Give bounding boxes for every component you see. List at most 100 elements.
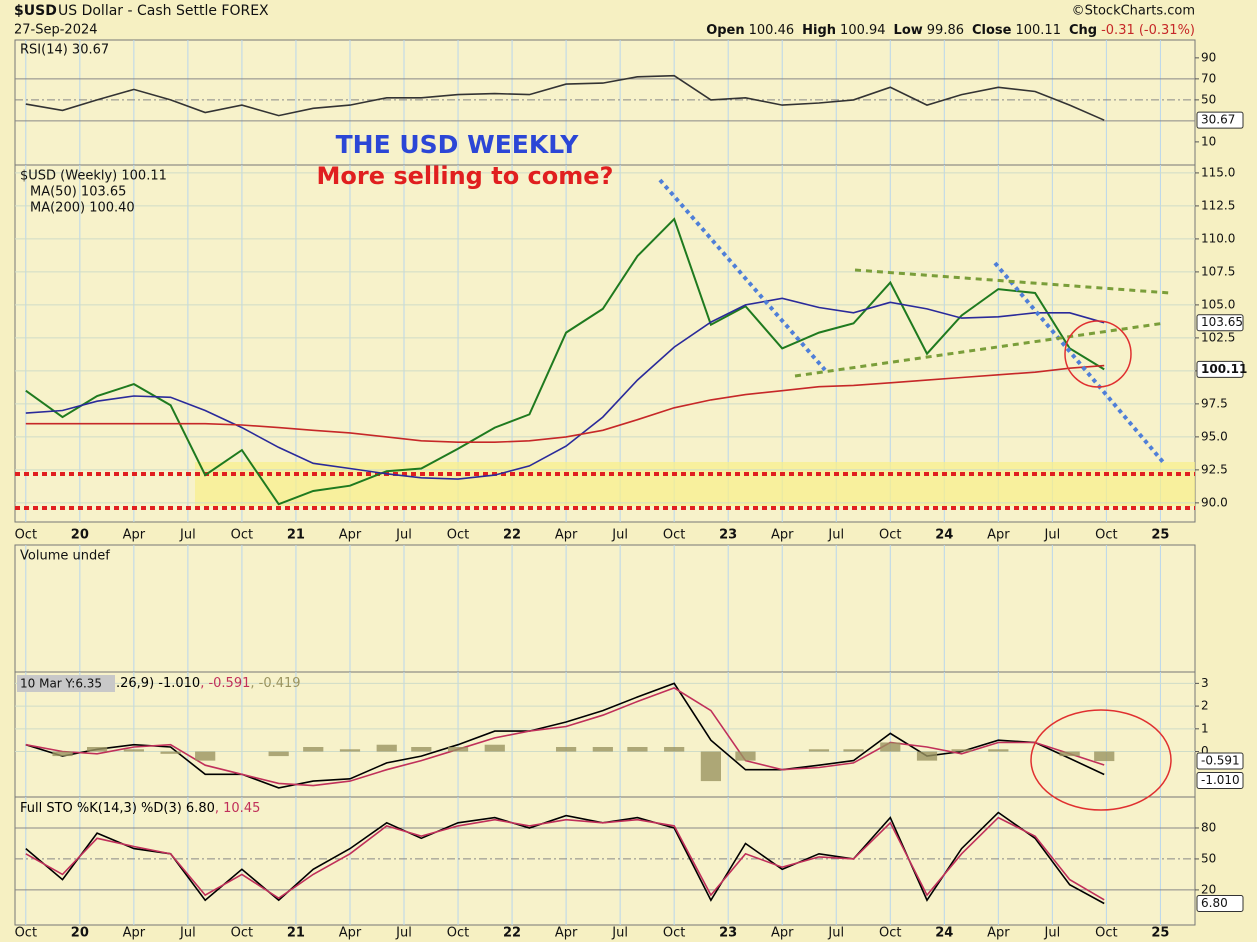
legend-part: Full STO %K(14,3) %D(3) 6.80 xyxy=(20,801,215,816)
x-tick-label: Apr xyxy=(339,926,362,941)
value-tag-box xyxy=(1196,752,1244,770)
tooltip-box xyxy=(17,675,115,692)
x-tick-label: Apr xyxy=(987,926,1010,941)
x-tick-label: 24 xyxy=(935,528,953,543)
legend-entry: MA(50) 103.65 xyxy=(30,185,126,200)
channel-line xyxy=(794,321,1166,378)
y-tick-label: 90 xyxy=(1201,50,1216,64)
series-line xyxy=(25,364,1105,443)
quote-value: -0.31 (-0.31%) xyxy=(1101,23,1195,38)
histogram-bar xyxy=(195,751,216,761)
x-tick-label: Jul xyxy=(179,926,196,941)
histogram-bar xyxy=(268,751,289,757)
date: 27-Sep-2024 xyxy=(14,23,98,38)
x-tick-label: Apr xyxy=(771,926,794,941)
quote-label: Open xyxy=(706,23,744,38)
series-line xyxy=(25,74,1105,121)
legend-entry: RSI(14) 30.67 xyxy=(20,43,109,58)
histogram-bar xyxy=(880,742,901,752)
symbol: $USD xyxy=(14,3,57,19)
x-tick-label: 24 xyxy=(935,926,953,941)
y-tick-label: 50 xyxy=(1201,851,1216,865)
x-tick-label: 23 xyxy=(719,926,737,941)
histogram-bar xyxy=(447,747,469,752)
x-tick-label: Oct xyxy=(879,528,901,543)
trend-line xyxy=(658,178,827,372)
x-tick-label: Jul xyxy=(611,926,628,941)
legend-entry: $USD (Weekly) 100.11 xyxy=(20,169,167,184)
histogram-bar xyxy=(988,749,1009,752)
histogram-bar xyxy=(1059,751,1080,757)
x-tick-label: Jul xyxy=(1044,528,1061,543)
x-tick-label: Oct xyxy=(447,926,469,941)
series-line xyxy=(25,217,1105,506)
histogram-bar xyxy=(664,747,685,752)
value-tag-box xyxy=(1196,314,1244,332)
y-tick-label: 80 xyxy=(1201,820,1216,834)
histogram-bar xyxy=(808,749,830,752)
x-tick-label: 21 xyxy=(287,528,305,543)
x-tick-label: Jul xyxy=(827,926,844,941)
x-tick-label: 21 xyxy=(287,926,305,941)
x-tick-label: Oct xyxy=(663,926,685,941)
tooltip: 10 Mar Y:6.35 xyxy=(20,677,102,691)
panel-label: Volume undef xyxy=(20,549,110,564)
annotation-title: THE USD WEEKLY xyxy=(336,130,580,159)
y-tick-label: 90.0 xyxy=(1201,495,1228,509)
histogram-bar xyxy=(592,747,613,752)
panel xyxy=(14,671,1196,798)
channel-line xyxy=(854,268,1171,295)
y-tick-label: 97.5 xyxy=(1201,396,1228,410)
panel xyxy=(14,39,1196,166)
x-tick-label: Jul xyxy=(1044,926,1061,941)
series-line xyxy=(25,811,1105,905)
legend-part: , 10.45 xyxy=(215,801,260,816)
y-tick-label: 95.0 xyxy=(1201,429,1228,443)
x-tick-label: Apr xyxy=(123,926,146,941)
x-tick-label: Oct xyxy=(15,528,37,543)
histogram-bar xyxy=(843,749,864,752)
value-tag-box xyxy=(1196,111,1244,129)
x-tick-label: 23 xyxy=(719,528,737,543)
histogram-bar xyxy=(627,747,648,752)
panel xyxy=(14,796,1196,926)
series-line xyxy=(25,816,1105,901)
legend: .26,9) -1.010, -0.591, -0.419 xyxy=(116,676,301,691)
histogram-bar xyxy=(700,751,722,782)
annotation-subtitle: More selling to come? xyxy=(317,162,614,190)
y-tick-label: 2 xyxy=(1201,699,1209,713)
histogram-bar xyxy=(1094,751,1115,762)
value-tag: -0.591 xyxy=(1201,753,1240,767)
instrument-name: US Dollar - Cash Settle FOREX xyxy=(58,3,269,19)
histogram-bar xyxy=(303,747,324,752)
y-tick-label: 3 xyxy=(1201,676,1209,690)
y-tick-label: 10 xyxy=(1201,134,1216,148)
legend-entry: MA(200) 100.40 xyxy=(30,201,135,216)
x-tick-label: 20 xyxy=(71,528,89,543)
x-tick-label: Oct xyxy=(231,926,253,941)
x-tick-label: 25 xyxy=(1151,528,1169,543)
trend-line xyxy=(993,261,1165,464)
y-tick-label: 1 xyxy=(1201,721,1209,735)
x-tick-label: Apr xyxy=(123,528,146,543)
histogram-bar xyxy=(411,747,432,752)
x-tick-label: Jul xyxy=(827,528,844,543)
x-tick-label: Oct xyxy=(447,528,469,543)
histogram-bar xyxy=(916,751,938,761)
histogram-bar xyxy=(339,749,361,752)
y-tick-label: 20 xyxy=(1201,882,1216,896)
x-tick-label: Apr xyxy=(555,528,578,543)
histogram-bar xyxy=(555,747,577,752)
y-tick-label: 107.5 xyxy=(1201,264,1235,278)
x-tick-label: Jul xyxy=(179,528,196,543)
quote-label: High xyxy=(802,23,836,38)
legend-part: .26,9) -1.010 xyxy=(116,676,200,691)
x-tick-label: 22 xyxy=(503,528,521,543)
x-tick-label: Oct xyxy=(663,528,685,543)
value-tag: 103.65 xyxy=(1201,315,1243,329)
series-line xyxy=(25,297,1105,480)
x-tick-label: Apr xyxy=(339,528,362,543)
quote-label: Chg xyxy=(1069,23,1097,38)
quote-label: Low xyxy=(894,23,923,38)
